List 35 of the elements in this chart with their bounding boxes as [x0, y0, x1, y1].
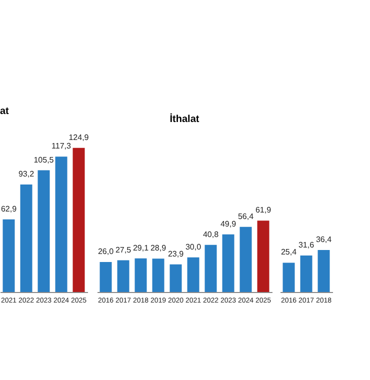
- chart-title: İthalat: [170, 113, 200, 125]
- data-label: 124,9: [68, 132, 90, 142]
- data-label: 30,0: [185, 242, 202, 252]
- bar: [38, 170, 50, 292]
- bar: [100, 262, 112, 292]
- bar: [152, 258, 164, 292]
- bar: [257, 220, 270, 292]
- bar: [240, 226, 252, 292]
- bar: [134, 258, 147, 292]
- data-label: 26,0: [98, 247, 114, 256]
- bar: [187, 257, 200, 292]
- data-label: 117,3: [52, 142, 72, 151]
- bar: [72, 148, 85, 292]
- data-label: 25,4: [280, 248, 298, 257]
- data-label: 62,9: [0, 204, 18, 214]
- bar: [55, 156, 68, 292]
- data-label: 93,2: [18, 169, 35, 178]
- data-label: 61,9: [255, 206, 272, 215]
- data-label: 56,4: [238, 212, 254, 221]
- bar: [2, 219, 15, 292]
- data-label: 36,4: [316, 235, 332, 244]
- data-label: 31,6: [298, 240, 315, 250]
- data-label: 29,1: [132, 243, 150, 252]
- bar: [117, 260, 130, 292]
- data-label: 28,9: [150, 244, 167, 253]
- data-label: 49,9: [220, 219, 237, 228]
- bar: [20, 184, 32, 292]
- bar: [222, 234, 234, 292]
- bar: [170, 264, 182, 292]
- data-label: 40,8: [202, 230, 220, 239]
- data-label: 27,5: [115, 245, 132, 254]
- chart-title: at: [0, 106, 10, 117]
- data-label: 105,5: [34, 155, 54, 164]
- data-label: 23,9: [168, 249, 184, 258]
- bar: [204, 244, 217, 292]
